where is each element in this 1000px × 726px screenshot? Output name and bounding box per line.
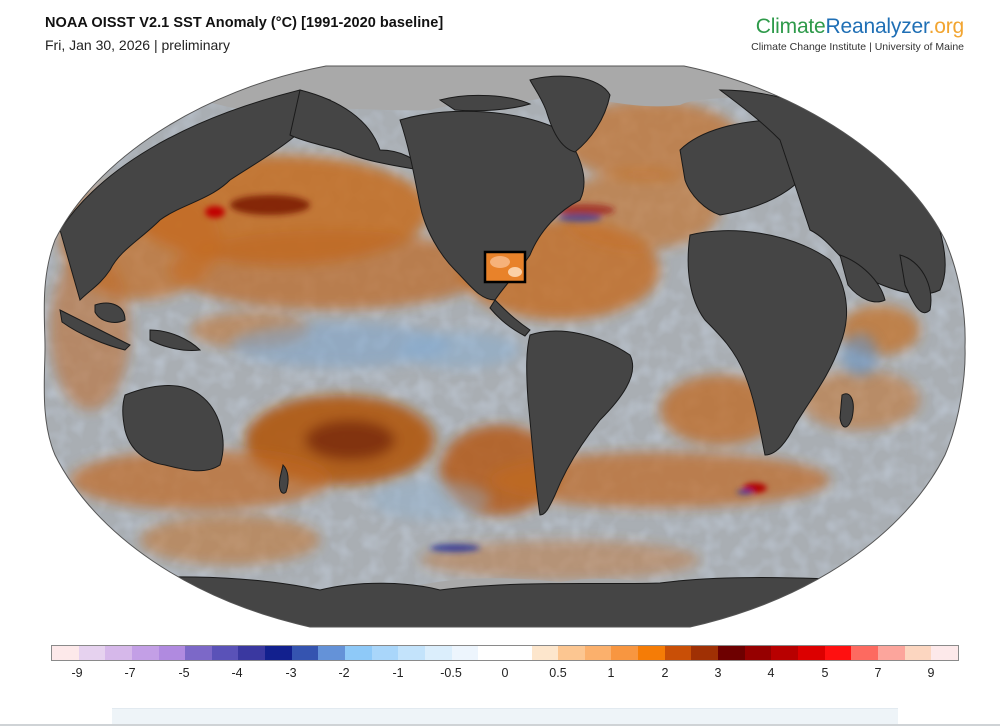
colorbar-swatch	[931, 646, 958, 660]
colorbar-swatch	[797, 646, 825, 660]
colorbar-tick-label: 7	[874, 666, 882, 680]
brand-name-org: .org	[928, 15, 965, 38]
colorbar-swatch	[238, 646, 266, 660]
land-australia	[122, 385, 224, 472]
colorbar-tick-label: 9	[927, 666, 935, 680]
brand-name: ClimateReanalyzer.org	[751, 16, 964, 38]
brand-name-reanalyzer: Reanalyzer	[825, 15, 929, 38]
colorbar-swatch	[371, 646, 399, 660]
colorbar-tick-label: -9	[71, 666, 83, 680]
map-date-subtitle: Fri, Jan 30, 2026 | preliminary	[45, 37, 230, 53]
land-new-guinea	[149, 329, 202, 351]
colorbar-tick-label: -1	[392, 666, 404, 680]
land-antarctica	[44, 576, 966, 627]
colorbar-tick-labels: -9 -7 -5 -4 -3 -2 -1 -0.5 0 0.5 1 2 3 4 5 7 9	[0, 666, 1000, 684]
colorbar-tick-label: 3	[714, 666, 722, 680]
sst-anomaly-map	[43, 65, 966, 628]
land-canadian-arctic	[438, 94, 532, 112]
land-masses	[44, 75, 966, 627]
land-east-asia	[59, 89, 331, 301]
extreme-anomaly-spots	[205, 195, 767, 552]
colorbar-tick-label: -3	[285, 666, 297, 680]
colorbar-swatch	[638, 646, 665, 660]
colorbar-swatch	[78, 646, 106, 660]
colorbar-swatch	[478, 646, 505, 660]
page-bottom-border	[0, 724, 1000, 726]
colorbar-swatch	[105, 646, 132, 660]
land-africa	[687, 230, 848, 456]
brand-tagline: Climate Change Institute | University of…	[751, 41, 964, 53]
colorbar-tick-label: -2	[338, 666, 350, 680]
gulf-of-mexico-highlight	[483, 250, 527, 284]
colorbar-swatch	[504, 646, 532, 660]
map-globe	[44, 66, 966, 627]
brand-logo[interactable]: ClimateReanalyzer.org Climate Change Ins…	[751, 16, 964, 54]
colorbar-swatch	[158, 646, 186, 660]
colorbar-swatch	[451, 646, 479, 660]
colorbar-tick-label: 1	[607, 666, 615, 680]
colorbar-swatch	[345, 646, 372, 660]
land-sumatra-java	[59, 309, 131, 351]
land-madagascar	[839, 393, 854, 428]
colorbar-swatch	[265, 646, 292, 660]
colorbar-swatch	[691, 646, 719, 660]
land-borneo	[94, 302, 126, 323]
colorbar-swatch	[744, 646, 772, 660]
colorbar-swatch	[558, 646, 585, 660]
colorbar-tick-label: 5	[821, 666, 829, 680]
colorbar-swatch	[398, 646, 425, 660]
colorbar-tick-label: -7	[124, 666, 136, 680]
colorbar-swatch	[664, 646, 692, 660]
colorbar-tick-label: 0	[501, 666, 509, 680]
colorbar-swatch	[318, 646, 346, 660]
colorbar-tick-label: 4	[767, 666, 775, 680]
colorbar-tick-label: 0.5	[549, 666, 567, 680]
arctic-sea-ice	[200, 66, 800, 115]
colorbar-swatch	[424, 646, 452, 660]
colorbar-swatch	[718, 646, 745, 660]
colorbar-swatch	[52, 646, 79, 660]
colorbar-swatch	[291, 646, 319, 660]
colorbar-swatch	[584, 646, 612, 660]
world-map-graphic	[43, 65, 966, 628]
colorbar-swatch	[211, 646, 239, 660]
colorbar-swatch	[824, 646, 852, 660]
colorbar-swatch	[531, 646, 559, 660]
colorbar-swatch	[851, 646, 878, 660]
map-title: NOAA OISST V2.1 SST Anomaly (°C) [1991-2…	[45, 15, 444, 31]
land-new-zealand	[279, 464, 289, 494]
globe-outline	[43, 65, 966, 628]
anomaly-colorbar	[51, 645, 959, 661]
colorbar-tick-label: -5	[178, 666, 190, 680]
colorbar-swatch	[611, 646, 639, 660]
colorbar-tick-label: -0.5	[440, 666, 462, 680]
land-arabia	[839, 254, 886, 303]
bottom-info-panel	[112, 708, 898, 726]
land-greenland	[529, 75, 611, 153]
colorbar-tick-label: 2	[661, 666, 669, 680]
land-central-america	[489, 299, 531, 337]
land-south-america	[526, 330, 634, 516]
cool-anomaly-regions	[230, 323, 878, 520]
colorbar-swatch	[771, 646, 798, 660]
colorbar-tick-label: -4	[231, 666, 243, 680]
colorbar-swatch	[185, 646, 212, 660]
brand-name-climate: Climate	[755, 15, 826, 38]
colorbar-swatch	[904, 646, 932, 660]
colorbar-swatch	[877, 646, 905, 660]
colorbar-swatch	[131, 646, 159, 660]
land-india	[899, 254, 932, 313]
